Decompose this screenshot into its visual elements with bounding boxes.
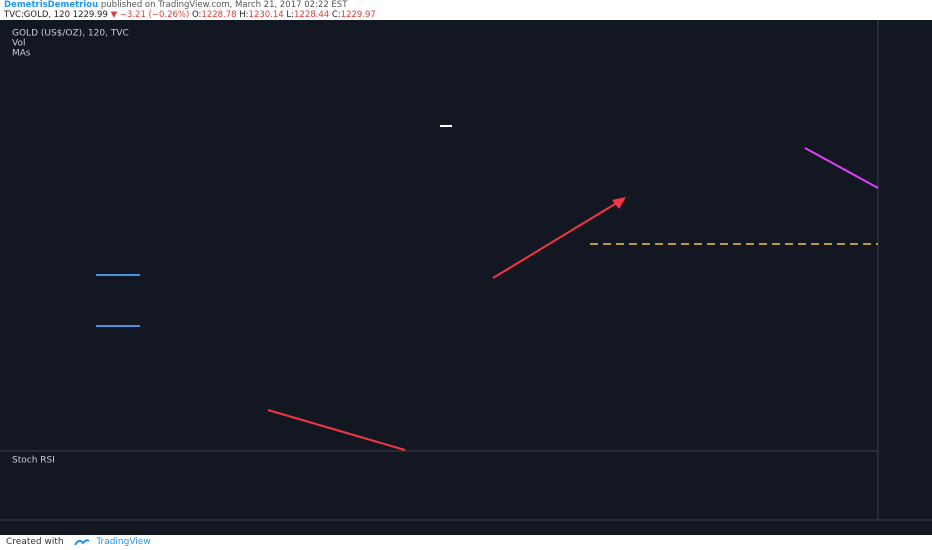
legend-vol: Vol: [12, 39, 25, 49]
author[interactable]: DemetrisDemetriou: [4, 0, 99, 10]
arrow: [492, 200, 621, 279]
footer: Created with TradingView: [0, 535, 932, 550]
volume-trend: [267, 409, 406, 451]
publish-line: DemetrisDemetriou published on TradingVi…: [0, 0, 932, 10]
h-label: H:: [239, 10, 249, 20]
o: 1228.78: [201, 10, 237, 20]
symbol-line: TVC:GOLD, 120 1229.99 ▼ −3.21 (−0.26%) O…: [0, 10, 932, 20]
legend-symbol: GOLD (US$/OZ), 120, TVC: [12, 29, 129, 39]
c-label: C:: [331, 10, 341, 20]
background: [0, 20, 932, 535]
logo: [74, 538, 91, 546]
change: ▼ −3.21 (−0.26%): [110, 10, 190, 20]
l-label: L:: [286, 10, 295, 20]
h: 1230.14: [248, 10, 284, 20]
published: published on TradingView.com, March 21, …: [100, 0, 348, 10]
l: 1228.44: [294, 10, 330, 20]
stoch-title: Stoch RSI: [12, 456, 55, 466]
created: Created with: [6, 537, 64, 547]
symbol: TVC:GOLD, 120: [4, 10, 70, 20]
legend-mas: MAs: [12, 49, 31, 59]
trend-line: [804, 147, 879, 189]
c: 1229.97: [340, 10, 376, 20]
last: 1229.99: [72, 10, 108, 20]
brand[interactable]: TradingView: [96, 537, 151, 547]
arrow-head: [612, 197, 626, 209]
header: DemetrisDemetriou published on TradingVi…: [0, 0, 932, 20]
chart: GOLD (US$/OZ), 120, TVC Vol MAs Stoch RS…: [0, 20, 932, 535]
o-label: O:: [192, 10, 202, 20]
